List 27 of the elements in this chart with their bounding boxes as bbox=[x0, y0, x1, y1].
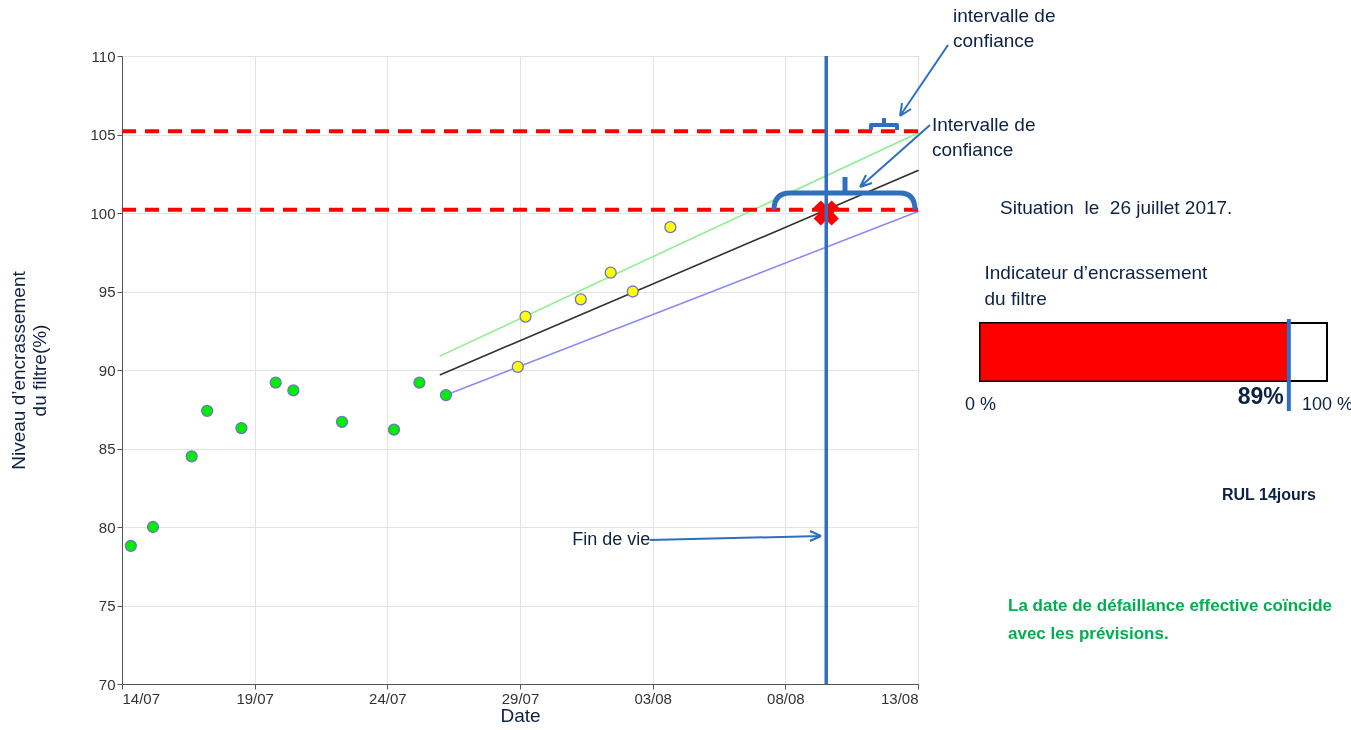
y-tick-label: 95 bbox=[98, 283, 116, 300]
text: intervalle de confiance bbox=[953, 4, 1057, 53]
y-axis-title: Niveau d’encrassement du filtre(%) bbox=[8, 270, 51, 470]
x-tick-label: 29/07 bbox=[501, 689, 540, 707]
text: Situation le 26 juillet 2017. bbox=[1000, 196, 1234, 220]
y-tick-label: 105 bbox=[90, 126, 116, 143]
x-tick-label: 13/08 bbox=[880, 689, 919, 707]
chart-title: Indicateur d’encrassement du filtre bbox=[984, 262, 1209, 309]
text: Intervalle de confiance bbox=[932, 113, 1037, 162]
y-tick-label: 80 bbox=[98, 518, 116, 536]
x-tick-label: 24/07 bbox=[369, 689, 407, 707]
text: La date de défaillance effective coïncide avec les prévisions. bbox=[1008, 595, 1334, 645]
y-tick-label: 100 bbox=[90, 204, 116, 222]
x-tick-label: 19/07 bbox=[236, 689, 274, 707]
y-tick-label: 110 bbox=[91, 47, 116, 65]
x-tick-label: 08/08 bbox=[767, 689, 805, 707]
x-axis-title: Date bbox=[500, 704, 541, 726]
y-tick-label: 90 bbox=[98, 361, 116, 379]
y-tick-label: 70 bbox=[98, 675, 116, 693]
x-tick-label: 0 % bbox=[964, 393, 997, 414]
y-tick-label: 75 bbox=[98, 597, 116, 614]
x-tick-label: 03/08 bbox=[634, 689, 672, 707]
x-tick-label: 14/07 bbox=[122, 689, 161, 707]
ref-line-label: Fin de vie bbox=[572, 529, 651, 549]
data-label: 89% bbox=[1237, 383, 1284, 409]
y-tick-label: 85 bbox=[98, 440, 116, 457]
text: RUL 14jours bbox=[1222, 485, 1317, 505]
